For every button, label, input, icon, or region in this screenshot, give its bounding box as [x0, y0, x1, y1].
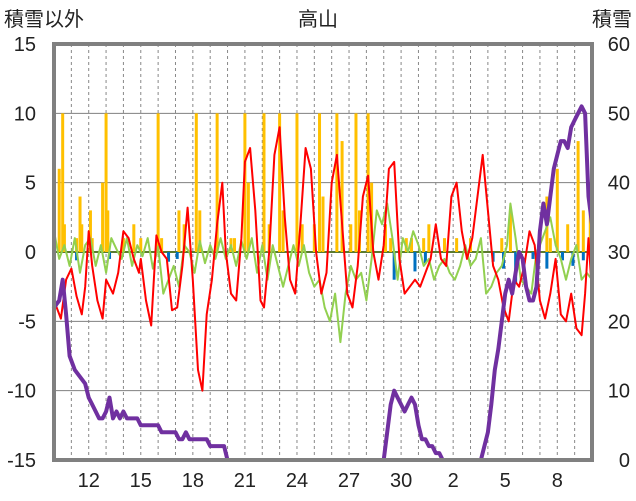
precipitation-bar	[104, 113, 108, 252]
line-series	[52, 104, 594, 462]
precipitation-bar	[139, 238, 143, 252]
snow_diff-bar	[175, 252, 179, 259]
left-y-tick-label: -15	[7, 450, 36, 472]
right-y-tick-label: 50	[608, 103, 630, 125]
precipitation-bar	[335, 113, 339, 252]
bar-series	[57, 113, 592, 284]
y-axis-label-right: 積雪	[592, 8, 632, 31]
precipitation-bar	[101, 182, 105, 252]
right-y-tick-label: 60	[608, 34, 630, 56]
precipitation-bar	[442, 238, 446, 252]
left-y-tick-label: 0	[25, 242, 36, 264]
precipitation-bar	[278, 113, 282, 252]
precipitation-bar	[262, 113, 266, 252]
right-y-tick-label: 10	[608, 381, 630, 403]
snow_diff-bar	[571, 252, 575, 266]
precipitation-bar	[106, 210, 110, 252]
plot-frame	[52, 42, 594, 462]
precipitation-bar	[340, 141, 344, 252]
precipitation-bar	[132, 224, 136, 252]
snow_diff-bar	[560, 252, 564, 261]
precipitation-bar	[555, 168, 559, 252]
precipitation-bar	[246, 182, 250, 252]
precipitation-bar	[80, 224, 84, 252]
snow_diff-bar	[545, 252, 549, 269]
right-y-tick-labels: 60 50 40 30 20 10 0	[608, 34, 630, 472]
temperature-line	[53, 126, 593, 392]
x-tick-label: 2	[448, 470, 459, 492]
precipitation-bar	[121, 238, 125, 252]
precipitation-bar	[61, 113, 65, 252]
precipitation-bar	[194, 113, 198, 252]
precipitation-bar	[62, 224, 66, 252]
precipitation-bar	[581, 210, 585, 252]
precipitation-bar	[389, 238, 393, 252]
precipitation-bar	[318, 113, 322, 252]
left-y-tick-label: 15	[14, 34, 36, 56]
precipitation-bar	[455, 238, 459, 252]
right-y-tick-label: 0	[619, 450, 630, 472]
precipitation-bar	[57, 168, 61, 252]
x-tick-label: 18	[182, 470, 204, 492]
x-tick-label: 27	[338, 470, 360, 492]
precipitation-bar	[198, 210, 202, 252]
precipitation-bar	[576, 141, 580, 252]
x-tick-label: 30	[390, 470, 412, 492]
precipitation-bar	[88, 210, 92, 252]
right-y-tick-label: 30	[608, 242, 630, 264]
precipitation-bar	[295, 113, 299, 252]
y-axis-label-left: 積雪以外	[4, 8, 84, 31]
precipitation-bar	[500, 238, 504, 252]
left-y-tick-labels: 15 10 5 0 -5 -10 -15	[7, 34, 36, 472]
daily_change-line	[53, 202, 593, 344]
precipitation-bar	[566, 224, 570, 252]
precipitation-bar	[232, 238, 236, 252]
snow_diff-bar	[167, 252, 171, 262]
x-tick-label: 8	[552, 470, 563, 492]
right-y-tick-label: 20	[608, 311, 630, 333]
precipitation-bar	[383, 224, 387, 252]
snow_diff-bar	[413, 252, 417, 272]
left-y-tick-label: -10	[7, 381, 36, 403]
precipitation-bar	[300, 224, 304, 252]
precipitation-bar	[78, 196, 82, 252]
snow_diff-bar	[392, 252, 396, 280]
x-tick-label: 5	[500, 470, 511, 492]
x-tick-label: 21	[234, 470, 256, 492]
precipitation-bar	[321, 196, 325, 252]
precipitation-bar	[177, 210, 181, 252]
snow_diff-bar	[423, 252, 427, 264]
precipitation-bar	[281, 210, 285, 252]
precipitation-bar	[156, 113, 160, 252]
left-y-tick-label: -5	[18, 311, 36, 333]
precipitation-bar	[508, 210, 512, 252]
x-tick-label: 24	[286, 470, 308, 492]
left-y-tick-label: 10	[14, 103, 36, 125]
precipitation-bar	[160, 238, 164, 252]
x-tick-labels: 12 15 18 21 24 27 30 2 5 8	[78, 470, 563, 492]
left-y-tick-label: 5	[25, 173, 36, 195]
precipitation-bar	[410, 238, 414, 252]
precipitation-bar	[215, 113, 219, 252]
precipitation-bar	[422, 238, 426, 252]
precipitation-bar	[548, 238, 552, 252]
x-tick-label: 12	[78, 470, 100, 492]
snow_diff-bar	[581, 252, 585, 261]
precipitation-bar	[427, 224, 431, 252]
chart-title: 高山	[298, 8, 338, 31]
right-y-tick-label: 40	[608, 173, 630, 195]
precipitation-bar	[354, 113, 358, 252]
snow_diff-bar	[531, 252, 535, 259]
precipitation-bar	[349, 224, 353, 252]
x-tick-label: 15	[130, 470, 152, 492]
